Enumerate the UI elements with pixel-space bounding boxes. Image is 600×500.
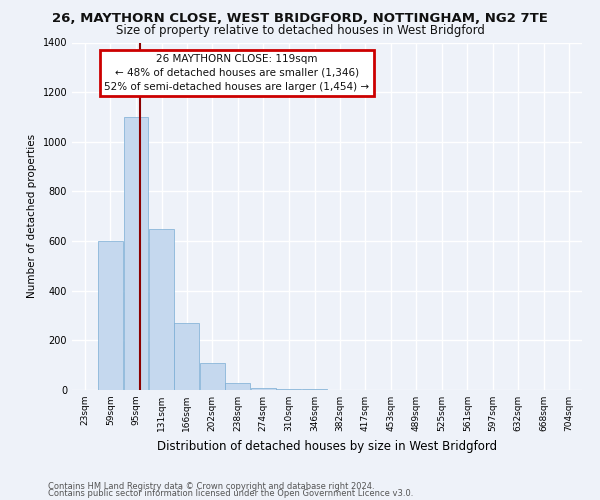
Bar (149, 228, 174, 390)
Y-axis label: Number of detached properties: Number of detached properties (27, 134, 37, 298)
Bar (174, 323, 199, 390)
Bar (277, 389, 301, 390)
Text: 26 MAYTHORN CLOSE: 119sqm
← 48% of detached houses are smaller (1,346)
52% of se: 26 MAYTHORN CLOSE: 119sqm ← 48% of detac… (104, 54, 370, 92)
Text: 26, MAYTHORN CLOSE, WEST BRIDGFORD, NOTTINGHAM, NG2 7TE: 26, MAYTHORN CLOSE, WEST BRIDGFORD, NOTT… (52, 12, 548, 26)
Bar (251, 388, 276, 390)
Bar (98, 241, 123, 390)
Bar (225, 382, 250, 390)
Bar (124, 117, 148, 390)
Bar (200, 362, 224, 390)
Text: Contains HM Land Registry data © Crown copyright and database right 2024.: Contains HM Land Registry data © Crown c… (48, 482, 374, 491)
Text: Size of property relative to detached houses in West Bridgford: Size of property relative to detached ho… (116, 24, 484, 37)
X-axis label: Distribution of detached houses by size in West Bridgford: Distribution of detached houses by size … (157, 440, 497, 452)
Text: Contains public sector information licensed under the Open Government Licence v3: Contains public sector information licen… (48, 489, 413, 498)
